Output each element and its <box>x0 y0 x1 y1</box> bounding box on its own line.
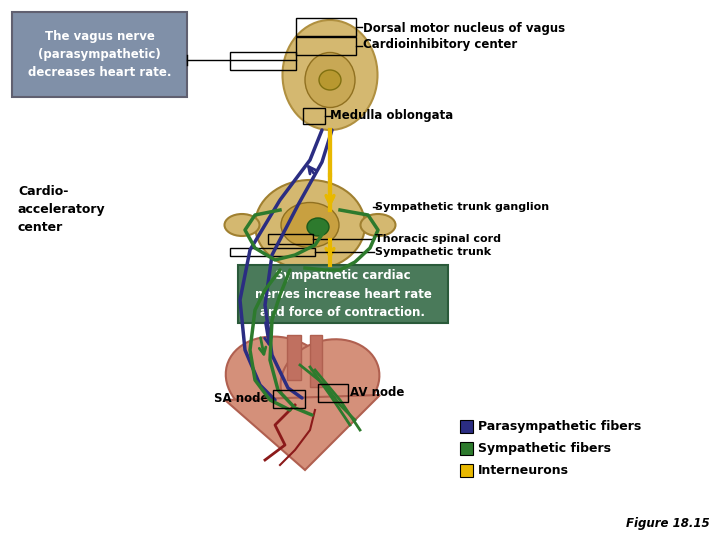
Ellipse shape <box>281 339 379 421</box>
Text: The vagus nerve
(parasympathetic)
decreases heart rate.: The vagus nerve (parasympathetic) decrea… <box>28 30 171 79</box>
Bar <box>230 52 296 70</box>
Ellipse shape <box>305 52 355 107</box>
Text: Sympathetic trunk: Sympathetic trunk <box>375 247 491 257</box>
Text: Cardioinhibitory center: Cardioinhibitory center <box>363 38 517 51</box>
Bar <box>12 12 187 97</box>
Bar <box>310 335 322 387</box>
Ellipse shape <box>255 180 365 270</box>
Bar <box>296 18 356 36</box>
Ellipse shape <box>361 214 395 236</box>
Bar <box>230 248 315 256</box>
Bar <box>238 265 448 323</box>
Bar <box>287 335 301 380</box>
Ellipse shape <box>281 202 339 247</box>
Ellipse shape <box>319 70 341 90</box>
Ellipse shape <box>307 218 329 236</box>
Text: Thoracic spinal cord: Thoracic spinal cord <box>375 234 501 244</box>
Text: AV node: AV node <box>350 387 405 400</box>
Text: Interneurons: Interneurons <box>478 464 569 477</box>
Text: Sympathetic fibers: Sympathetic fibers <box>478 442 611 455</box>
Text: Cardio-
acceleratory
center: Cardio- acceleratory center <box>18 185 106 234</box>
Bar <box>303 108 325 124</box>
Ellipse shape <box>225 214 259 236</box>
Text: SA node: SA node <box>214 393 268 406</box>
Bar <box>460 464 473 477</box>
Ellipse shape <box>282 20 377 130</box>
Text: Sympathetic cardiac
nerves increase heart rate
and force of contraction.: Sympathetic cardiac nerves increase hear… <box>255 269 431 319</box>
Bar <box>268 234 313 244</box>
Bar <box>296 37 356 55</box>
Text: Medulla oblongata: Medulla oblongata <box>330 110 454 123</box>
Ellipse shape <box>226 336 334 423</box>
Bar <box>460 442 473 455</box>
Text: Dorsal motor nucleus of vagus: Dorsal motor nucleus of vagus <box>363 22 565 35</box>
Text: Sympathetic trunk ganglion: Sympathetic trunk ganglion <box>375 202 549 212</box>
Bar <box>460 420 473 433</box>
Text: Figure 18.15: Figure 18.15 <box>626 517 710 530</box>
Bar <box>273 390 305 408</box>
Bar <box>318 384 348 402</box>
Polygon shape <box>225 395 380 470</box>
Text: Parasympathetic fibers: Parasympathetic fibers <box>478 420 642 433</box>
